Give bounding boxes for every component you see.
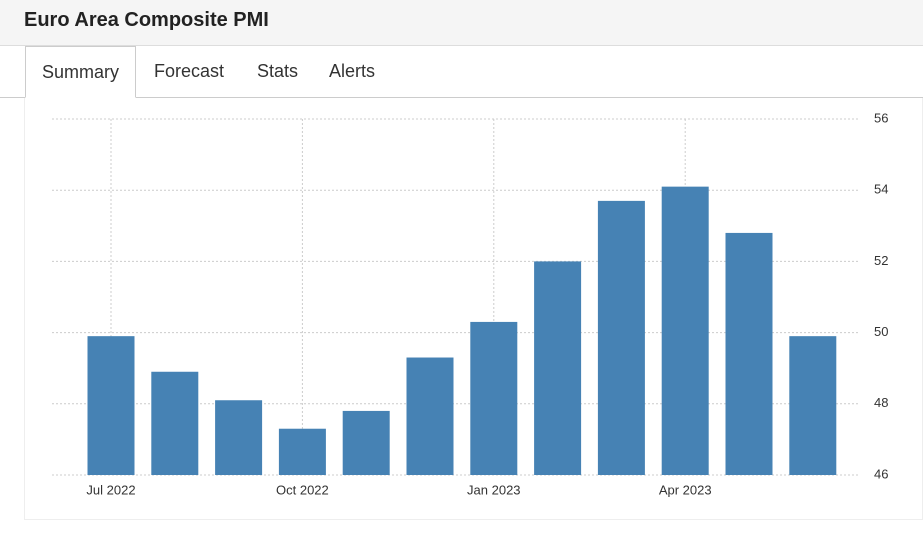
tab[interactable]: Alerts	[329, 61, 376, 81]
y-tick-label: 50	[874, 324, 888, 339]
bar	[661, 186, 709, 475]
bar	[87, 336, 135, 475]
header: Euro Area Composite PMI	[0, 0, 923, 46]
y-tick-label: 56	[874, 110, 888, 125]
x-tick-label: Jul 2022	[86, 482, 135, 497]
bar	[725, 232, 773, 475]
x-tick-label: Oct 2022	[276, 482, 329, 497]
y-tick-label: 52	[874, 253, 888, 268]
bar	[215, 400, 263, 475]
bar	[789, 336, 837, 475]
y-tick-label: 54	[874, 182, 888, 197]
bar	[534, 261, 582, 475]
y-tick-label: 48	[874, 395, 888, 410]
tab[interactable]: Stats	[257, 61, 299, 81]
y-tick-label: 46	[874, 466, 888, 481]
tab[interactable]: Summary	[25, 46, 136, 98]
bar	[278, 428, 326, 475]
bar	[406, 357, 454, 475]
bar	[597, 200, 645, 475]
page-title: Euro Area Composite PMI	[24, 9, 269, 31]
x-tick-label: Apr 2023	[659, 482, 712, 497]
bar	[470, 321, 518, 475]
bar	[151, 371, 199, 475]
bar	[342, 410, 390, 475]
tab[interactable]: Forecast	[154, 61, 225, 81]
x-tick-label: Jan 2023	[467, 482, 521, 497]
tab-bar: Summary Forecast Stats Alerts	[0, 46, 923, 98]
